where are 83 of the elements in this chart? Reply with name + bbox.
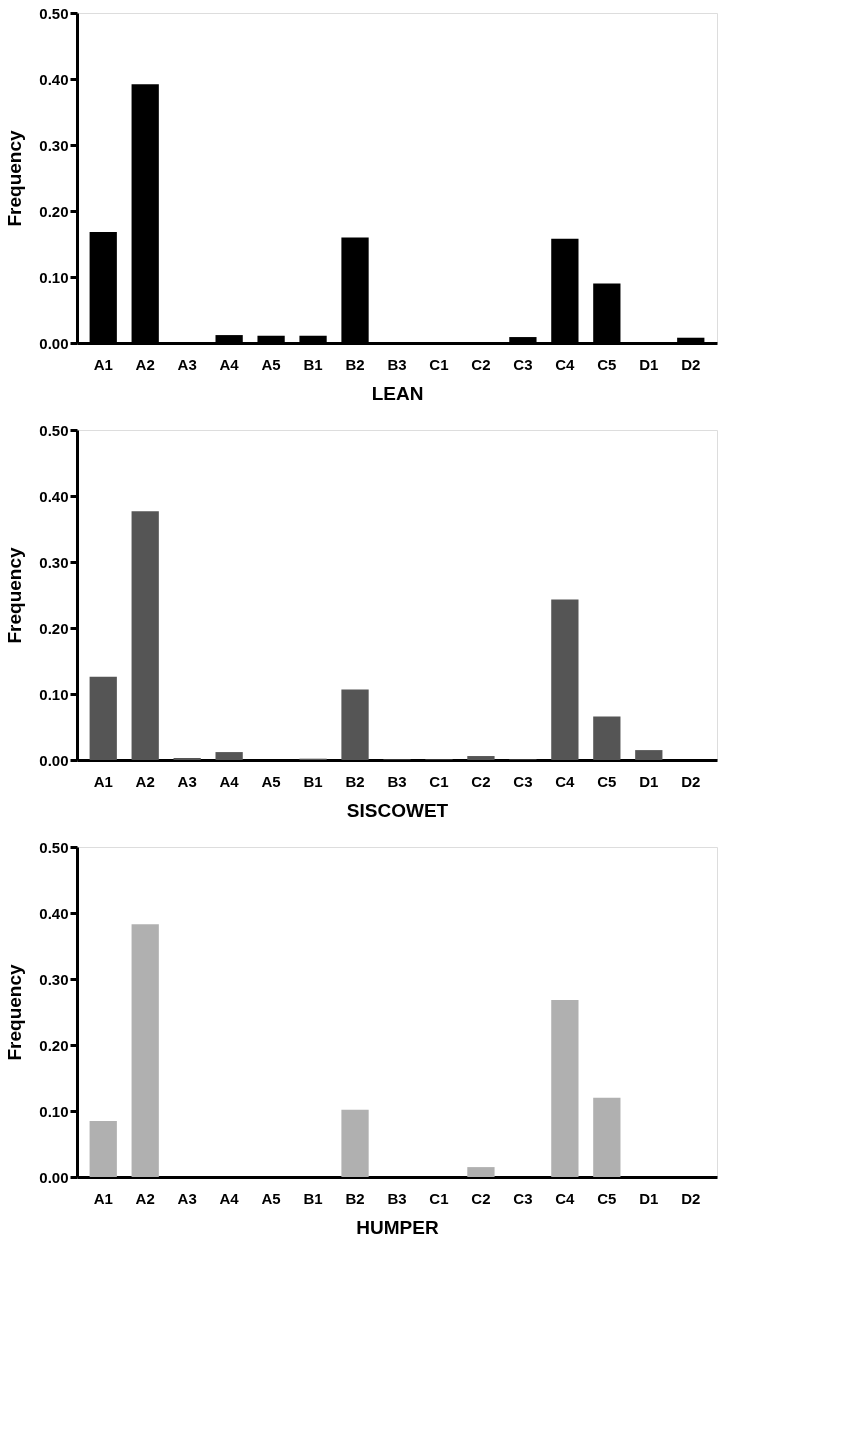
x-tick-label: C2 (471, 1189, 491, 1207)
x-tick-label: C2 (471, 355, 491, 373)
x-axis-title: LEAN (371, 382, 424, 404)
y-tick-label: 0.40 (39, 70, 69, 88)
x-tick-label: A4 (219, 1189, 240, 1207)
bar (635, 750, 663, 760)
y-tick-label: 0.00 (39, 334, 69, 352)
x-tick-label: B1 (303, 355, 323, 373)
x-axis-title: HUMPER (356, 1216, 439, 1238)
x-tick-label: D2 (681, 772, 701, 790)
y-axis-title: Frequency (4, 547, 26, 644)
bar (467, 1167, 495, 1177)
y-tick-label: 0.20 (39, 202, 69, 220)
bar (89, 676, 117, 760)
y-tick-label: 0.30 (39, 136, 69, 154)
bar (131, 511, 159, 760)
x-tick-label: C2 (471, 772, 491, 790)
x-tick-label: A1 (93, 1189, 113, 1207)
x-tick-label: A3 (177, 355, 197, 373)
x-tick-label: A5 (261, 772, 281, 790)
x-tick-label: C1 (429, 772, 449, 790)
x-tick-label: B2 (345, 355, 365, 373)
x-tick-label: C3 (513, 1189, 533, 1207)
y-tick-label: 0.10 (39, 685, 69, 703)
x-tick-label: C5 (597, 772, 617, 790)
y-tick-label: 0.30 (39, 970, 69, 988)
y-tick-label: 0.30 (39, 553, 69, 571)
y-tick-label: 0.20 (39, 1036, 69, 1054)
x-tick-label: A4 (219, 355, 240, 373)
x-tick-label: A1 (93, 772, 113, 790)
x-tick-label: B3 (387, 772, 407, 790)
y-tick-label: 0.00 (39, 1168, 69, 1186)
x-tick-label: A1 (93, 355, 113, 373)
bar (341, 1109, 369, 1177)
x-tick-label: A5 (261, 1189, 281, 1207)
x-tick-label: C4 (555, 355, 576, 373)
x-axis-title: SISCOWET (346, 799, 449, 821)
x-tick-label: C3 (513, 772, 533, 790)
x-tick-label: C3 (513, 355, 533, 373)
x-tick-label: A2 (135, 1189, 155, 1207)
bar (215, 752, 243, 760)
x-tick-label: B3 (387, 355, 407, 373)
x-tick-label: C5 (597, 355, 617, 373)
x-tick-label: C1 (429, 355, 449, 373)
x-tick-label: D2 (681, 355, 701, 373)
bar (467, 756, 495, 760)
y-tick-label: 0.10 (39, 1102, 69, 1120)
x-tick-label: D2 (681, 1189, 701, 1207)
x-tick-label: B2 (345, 1189, 365, 1207)
x-tick-label: D1 (639, 772, 659, 790)
y-axis-title: Frequency (4, 130, 26, 227)
x-tick-label: A4 (219, 772, 240, 790)
x-tick-label: B1 (303, 772, 323, 790)
y-tick-label: 0.40 (39, 487, 69, 505)
x-tick-label: A2 (135, 355, 155, 373)
bar (551, 1000, 579, 1177)
x-tick-label: A3 (177, 1189, 197, 1207)
y-axis-title: Frequency (4, 964, 26, 1061)
bar (593, 716, 621, 760)
y-tick-label: 0.50 (39, 421, 69, 439)
x-tick-label: B1 (303, 1189, 323, 1207)
bar (551, 599, 579, 760)
y-tick-label: 0.20 (39, 619, 69, 637)
x-tick-label: D1 (639, 355, 659, 373)
x-tick-label: B3 (387, 1189, 407, 1207)
bar (341, 689, 369, 760)
x-tick-label: D1 (639, 1189, 659, 1207)
x-tick-label: C1 (429, 1189, 449, 1207)
x-tick-label: C4 (555, 772, 576, 790)
y-tick-label: 0.40 (39, 904, 69, 922)
bar (131, 924, 159, 1177)
x-tick-label: A2 (135, 772, 155, 790)
x-tick-label: B2 (345, 772, 365, 790)
x-tick-label: A5 (261, 355, 281, 373)
bar (89, 1120, 117, 1177)
x-tick-label: C4 (555, 1189, 576, 1207)
x-tick-label: C5 (597, 1189, 617, 1207)
y-tick-label: 0.00 (39, 751, 69, 769)
y-tick-label: 0.10 (39, 268, 69, 286)
x-tick-label: A3 (177, 772, 197, 790)
bar (593, 1097, 621, 1177)
y-tick-label: 0.50 (39, 838, 69, 856)
y-tick-label: 0.50 (39, 4, 69, 22)
